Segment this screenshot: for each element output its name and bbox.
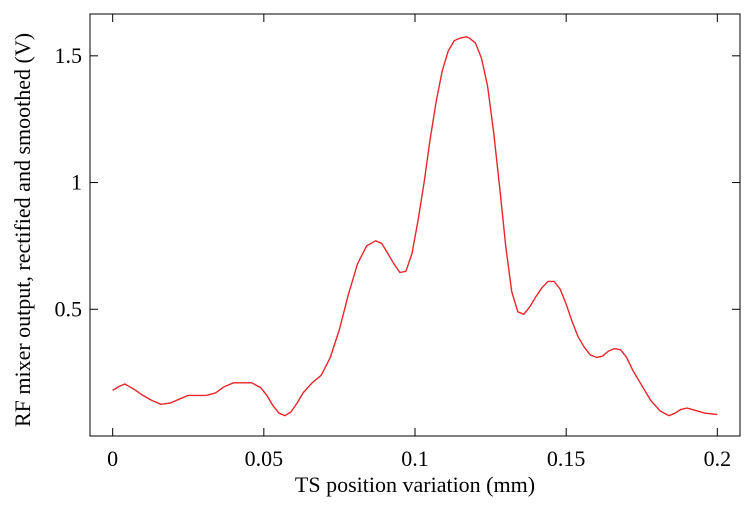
x-tick-label: 0.15 [547,446,586,471]
y-axis-title: RF mixer output, rectified and smoothed … [10,33,35,427]
y-tick-label: 0.5 [55,296,83,321]
x-axis: 0 0.05 0.1 0.15 0.2 [107,14,731,471]
x-tick-label: 0.1 [401,446,429,471]
series-line [112,36,718,417]
y-axis: 0.5 1 1.5 [55,43,740,321]
x-axis-title: TS position variation (mm) [295,472,535,497]
x-tick-label: 0.2 [704,446,732,471]
y-tick-label: 1 [71,170,82,195]
x-tick-label: 0.05 [245,446,284,471]
y-tick-label: 1.5 [55,43,83,68]
x-tick-label: 0 [107,446,118,471]
plot-frame [89,13,741,437]
